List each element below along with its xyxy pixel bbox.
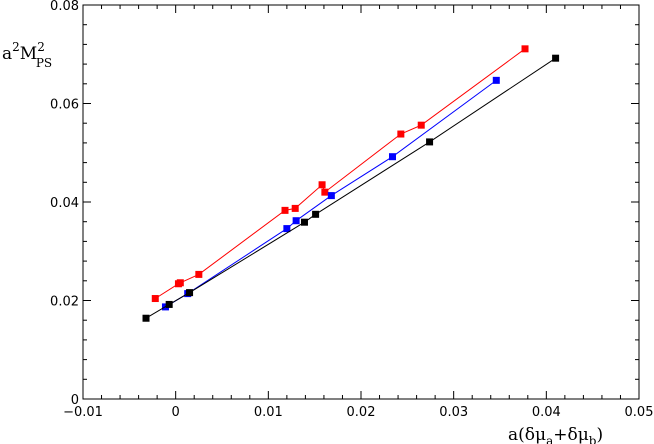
data-point (142, 314, 150, 322)
data-point (281, 206, 289, 214)
data-point (195, 270, 203, 278)
x-tick-label: 0.04 (532, 405, 561, 420)
plot-frame (82, 4, 640, 400)
y-tick-label: 0 (71, 393, 79, 408)
data-point (312, 210, 320, 218)
series-line-0 (155, 48, 526, 299)
y-tick-label: 0.02 (50, 295, 79, 310)
data-point (300, 218, 308, 226)
data-point (165, 300, 173, 308)
data-point (426, 138, 434, 146)
data-point (397, 130, 405, 138)
data-point (389, 153, 397, 161)
data-point (327, 192, 335, 200)
data-point (292, 217, 300, 225)
data-point (321, 188, 329, 196)
x-axis-label: a(δμa+δμb) (508, 425, 603, 444)
x-tick-label: 0.05 (625, 405, 654, 420)
x-tick-label: 0.03 (439, 405, 468, 420)
data-point (318, 181, 326, 189)
data-point (521, 45, 529, 53)
data-point (151, 295, 159, 303)
series-group (142, 45, 560, 322)
x-tick-label: 0 (172, 405, 180, 420)
data-point (176, 279, 184, 287)
y-tick-label: 0.08 (50, 0, 79, 14)
data-point (291, 204, 299, 212)
y-tick-label: 0.06 (50, 98, 79, 113)
data-point (186, 289, 194, 297)
data-point (552, 54, 560, 62)
series-line-2 (145, 57, 556, 319)
x-tick-label: 0.01 (254, 405, 283, 420)
tick-marks (82, 4, 640, 400)
data-point (417, 121, 425, 129)
y-tick-label: 0.04 (50, 196, 79, 211)
x-tick-label: −0.01 (63, 405, 103, 420)
y-axis-label: a2M2 PS (2, 40, 52, 70)
data-point (492, 76, 500, 84)
data-point (283, 225, 291, 233)
x-tick-label: 0.02 (347, 405, 376, 420)
tick-labels: −0.01 0 0.01 0.02 0.03 0.04 0.0500.020.040.060… (50, 0, 653, 420)
